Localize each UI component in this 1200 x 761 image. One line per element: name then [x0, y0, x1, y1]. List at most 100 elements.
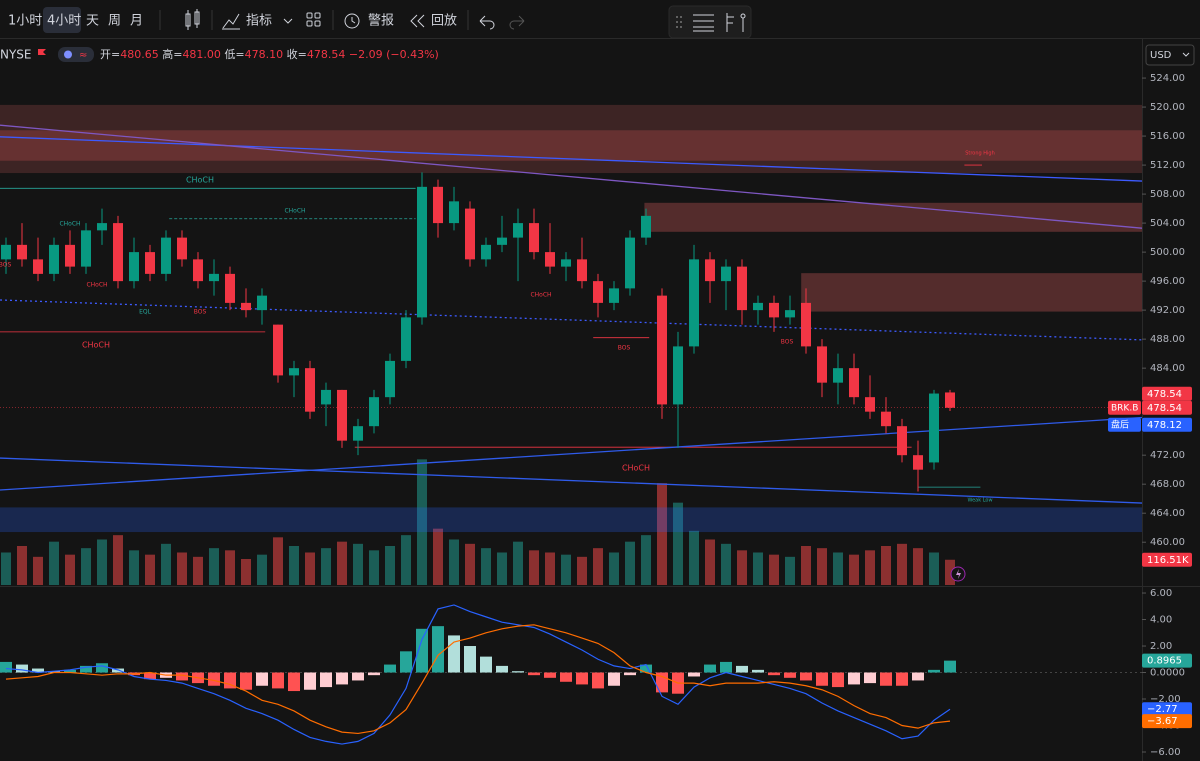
zone — [644, 202, 1142, 232]
histogram-bar — [736, 665, 748, 673]
alert-button[interactable]: 警报 — [368, 13, 394, 29]
indicators-button[interactable]: 指标 — [246, 14, 272, 29]
histogram-bar — [864, 672, 876, 684]
smc-label: EQL — [139, 309, 152, 316]
volume-bar — [897, 543, 907, 585]
candle-body — [625, 237, 635, 289]
interval-button[interactable]: 1小时 — [8, 14, 42, 29]
volume-bar — [577, 556, 587, 585]
interval-button[interactable]: 天 — [86, 14, 99, 29]
histogram-bar — [912, 672, 924, 681]
histogram-bar — [752, 669, 764, 673]
histogram-bar — [64, 669, 76, 673]
currency[interactable]: USD — [1150, 50, 1172, 61]
currency-button[interactable] — [1145, 44, 1195, 66]
candle-body — [865, 397, 875, 412]
smc-label: Strong High — [965, 151, 995, 157]
volume-bar — [625, 541, 635, 585]
candle-body — [113, 223, 123, 282]
ohlc-label: 开= — [100, 48, 120, 61]
ohlc-value: 478.10 — [245, 48, 284, 61]
histogram-bar — [32, 668, 44, 673]
histogram-bar — [816, 672, 828, 686]
indicator-label-bg — [1142, 653, 1192, 668]
interval-button[interactable]: 月 — [130, 14, 143, 29]
lightning-icon — [956, 569, 961, 579]
flag-icon[interactable] — [38, 49, 46, 55]
volume-bar — [289, 546, 299, 585]
redo-icon[interactable] — [509, 15, 525, 30]
volume-bar — [737, 550, 747, 585]
volume-bar — [609, 552, 619, 585]
caret[interactable] — [1182, 52, 1190, 57]
volume-bar — [49, 541, 59, 585]
volume-label: 116.51K — [1147, 555, 1189, 566]
histogram-bar — [320, 672, 332, 688]
status-mark: ≈ — [79, 50, 87, 61]
caret[interactable] — [283, 18, 293, 24]
volume-bar — [225, 550, 235, 585]
drawing-tools-icon[interactable] — [693, 14, 714, 32]
candle-body — [881, 411, 891, 427]
volume-bar — [849, 554, 859, 585]
volume-bar — [801, 546, 811, 585]
volume-bar — [33, 556, 43, 585]
undo-icon[interactable] — [479, 15, 495, 30]
ohlc-label: 高= — [162, 47, 182, 61]
y-tick-label: 2.00 — [1150, 641, 1172, 652]
histogram-bar — [832, 672, 844, 688]
replay-icon[interactable] — [410, 14, 425, 28]
interval-button[interactable]: 4小时 — [47, 14, 81, 29]
histogram-bar — [528, 672, 540, 676]
smc-label: CHoCH — [82, 341, 110, 350]
symbol-tag: 盘后 — [1111, 418, 1129, 430]
smc-label: BOS — [618, 345, 631, 352]
histogram-bar — [688, 672, 700, 677]
histogram-bar — [256, 672, 268, 686]
y-tick-label: 472.00 — [1150, 450, 1185, 461]
candle-body — [593, 281, 603, 303]
volume-bar — [369, 550, 379, 585]
indicator-icon[interactable] — [222, 13, 240, 30]
candle-body — [561, 259, 571, 267]
alert-icon[interactable] — [344, 13, 360, 29]
histogram-bar — [512, 671, 524, 673]
fib-icon[interactable] — [726, 13, 746, 32]
volume-bar — [817, 548, 827, 585]
histogram-bar — [240, 672, 252, 690]
histogram-bar — [784, 672, 796, 678]
histogram-bar — [336, 672, 348, 685]
volume-bar — [65, 554, 75, 585]
layout-icon[interactable] — [306, 12, 321, 27]
drag-handle[interactable] — [676, 16, 682, 28]
y-tick-label: 492.00 — [1150, 305, 1185, 316]
candle-body — [785, 310, 795, 318]
chart-type-icon[interactable] — [185, 9, 200, 30]
candle-body — [145, 252, 155, 274]
replay-button[interactable]: 回放 — [431, 14, 457, 29]
y-tick-label: 6.00 — [1150, 588, 1172, 599]
smc-label: BOS — [0, 262, 11, 269]
candle-body — [945, 392, 955, 408]
volume-bar — [945, 559, 955, 585]
volume-bar — [929, 552, 939, 585]
volume-bar — [497, 552, 507, 585]
volume-bar — [913, 548, 923, 585]
trendline — [0, 457, 1143, 504]
volume-bar — [161, 543, 171, 585]
candle-body — [753, 302, 763, 311]
smc-label: BOS — [194, 309, 207, 316]
interval-button[interactable]: 周 — [108, 14, 121, 29]
price-label: 478.54 — [1147, 403, 1182, 414]
candle-body — [129, 252, 139, 282]
volume-label-bg — [1142, 552, 1192, 567]
candle-body — [721, 266, 731, 282]
volume-bar — [529, 550, 539, 585]
volume-bar — [337, 541, 347, 585]
status-pill[interactable] — [58, 47, 94, 62]
candle-body — [49, 244, 59, 274]
volume-bar — [641, 535, 651, 585]
histogram-bar — [592, 672, 604, 689]
y-tick-label: 520.00 — [1150, 102, 1185, 113]
